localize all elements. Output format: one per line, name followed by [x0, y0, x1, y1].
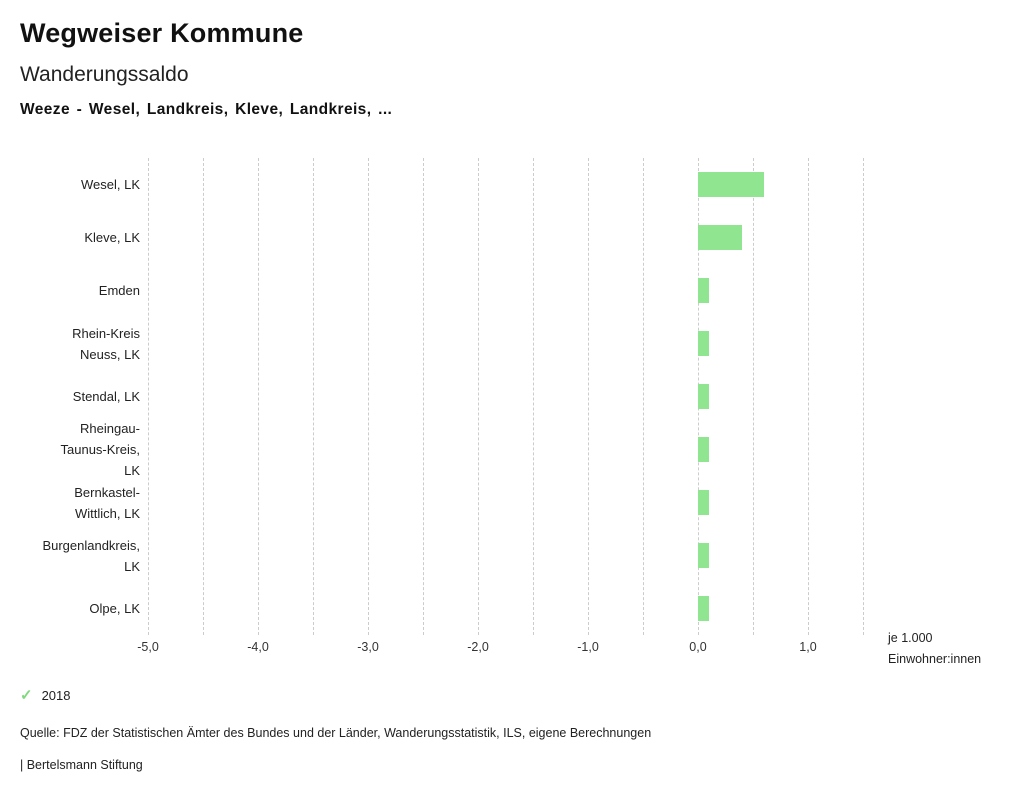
category-labels: Wesel, LK Kleve, LK Emden Rhein-Kreis Neuss,… — [0, 158, 140, 635]
page-title: Wegweiser Kommune — [20, 18, 304, 48]
plot-area — [148, 158, 864, 635]
gridline — [258, 158, 259, 635]
x-axis-ticks: -5,0 -4,0 -3,0 -2,0 -1,0 0,0 1,0 — [137, 640, 863, 658]
x-tick-label: -3,0 — [357, 640, 379, 654]
bar-7 — [698, 543, 709, 568]
gridline — [753, 158, 754, 635]
axis-unit-line-1: je 1.000 — [888, 631, 933, 645]
brand-text: | Bertelsmann Stiftung — [20, 758, 143, 772]
legend-year-label: 2018 — [41, 687, 71, 703]
category-label-0: Wesel, LK — [80, 177, 140, 192]
category-label-5: Rheingau- Taunus-Kreis, LK — [60, 421, 140, 478]
bar-5 — [698, 437, 709, 462]
chart-title: Wanderungssaldo — [20, 63, 189, 86]
selection-subtitle: Weeze - Wesel, Landkreis, Kleve, Landkre… — [20, 101, 393, 118]
axis-unit-line-2: Einwohner:innen — [888, 652, 982, 666]
axis-unit-label: je 1.000 Einwohner:innen — [888, 628, 981, 670]
gridline — [533, 158, 534, 635]
category-label-1: Kleve, LK — [84, 230, 140, 245]
gridline — [588, 158, 589, 635]
header: Wegweiser Kommune Wanderungssaldo Weeze … — [20, 18, 980, 119]
x-tick-label: -2,0 — [467, 640, 489, 654]
x-tick-label: 1,0 — [799, 640, 817, 654]
gridline — [863, 158, 864, 635]
gridline — [808, 158, 809, 635]
x-tick-label: -4,0 — [247, 640, 269, 654]
gridline — [368, 158, 369, 635]
category-label-4: Stendal, LK — [72, 389, 140, 404]
category-label-7: Burgenlandkreis, LK — [42, 537, 140, 574]
category-label-3: Rhein-Kreis Neuss, LK — [72, 325, 140, 362]
bar-3 — [698, 331, 709, 356]
gridline — [643, 158, 644, 635]
bar-1 — [698, 225, 742, 250]
gridline — [148, 158, 149, 635]
source-text: Quelle: FDZ der Statistischen Ämter des … — [20, 726, 652, 740]
gridline — [423, 158, 424, 635]
category-label-2: Emden — [98, 283, 140, 298]
bar-4 — [698, 384, 709, 409]
bar-6 — [698, 490, 709, 515]
x-tick-label: 0,0 — [689, 640, 707, 654]
check-icon: ✓ — [20, 687, 33, 704]
x-tick-label: -1,0 — [577, 640, 599, 654]
x-tick-label: -5,0 — [137, 640, 159, 654]
bar-2 — [698, 278, 709, 303]
gridline — [313, 158, 314, 635]
bar-8 — [698, 596, 709, 621]
legend-item-2018[interactable]: ✓ 2018 — [20, 686, 71, 704]
bar-0 — [698, 172, 764, 197]
category-label-8: Olpe, LK — [89, 601, 140, 616]
gridline — [478, 158, 479, 635]
gridline — [203, 158, 204, 635]
category-label-6: Bernkastel- Wittlich, LK — [74, 484, 140, 521]
